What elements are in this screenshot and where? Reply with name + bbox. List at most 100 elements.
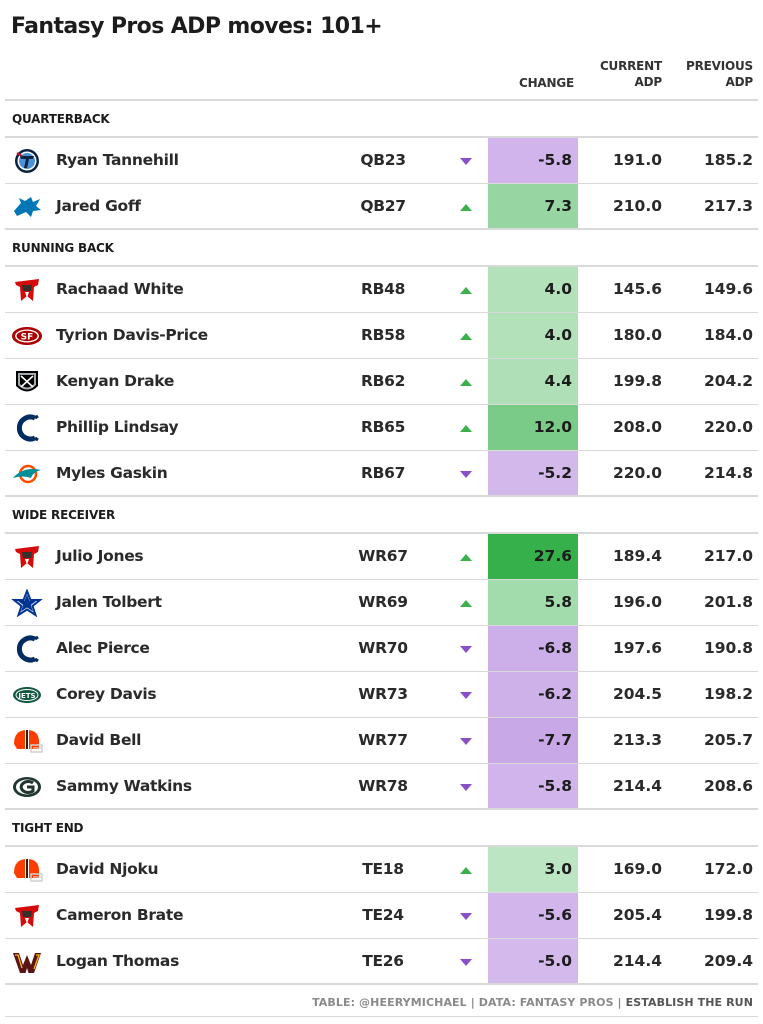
previous-adp: 201.8 — [703, 593, 753, 611]
svg-text:JETS: JETS — [17, 692, 35, 700]
change-value: 27.6 — [533, 547, 572, 565]
packers-logo-icon — [13, 777, 41, 797]
buccaneers-logo-icon — [15, 546, 39, 568]
player-position: WR67 — [358, 547, 408, 565]
table-row: -6.2 JETS Corey Davis WR73 204.5 198.2 — [5, 672, 758, 718]
change-cell: 12.0 — [488, 405, 578, 450]
player-position: TE18 — [362, 860, 404, 878]
header-current-adp: CURRENT ADP — [582, 58, 662, 90]
arrow-down-icon — [460, 784, 472, 791]
change-cell: 5.8 — [488, 580, 578, 625]
current-adp: 210.0 — [612, 197, 662, 215]
arrow-up-icon — [460, 287, 472, 294]
section-label: RUNNING BACK — [12, 241, 114, 255]
table-row: 7.3 Jared Goff QB27 210.0 217.3 — [5, 184, 758, 230]
section-label: TIGHT END — [12, 821, 84, 835]
current-adp: 204.5 — [612, 685, 662, 703]
previous-adp: 217.3 — [703, 197, 753, 215]
change-value: -5.8 — [538, 777, 572, 795]
current-adp: 214.4 — [612, 952, 662, 970]
adp-table: QUARTERBACK -5.8 Ryan Tannehill QB23 191.0 18… — [5, 101, 758, 985]
player-name: Phillip Lindsay — [56, 418, 179, 436]
arrow-up-icon — [460, 204, 472, 211]
change-value: -7.7 — [538, 731, 572, 749]
arrow-down-icon — [460, 646, 472, 653]
table-row: 5.8 Jalen Tolbert WR69 196.0 201.8 — [5, 580, 758, 626]
section-header: WIDE RECEIVER — [5, 497, 758, 534]
current-adp: 145.6 — [612, 280, 662, 298]
previous-adp: 220.0 — [703, 418, 753, 436]
arrow-down-icon — [460, 913, 472, 920]
player-position: RB62 — [360, 372, 406, 390]
arrow-down-icon — [460, 959, 472, 966]
player-name: Kenyan Drake — [56, 372, 175, 390]
current-adp: 199.8 — [612, 372, 662, 390]
previous-adp: 185.2 — [703, 151, 753, 169]
current-adp: 189.4 — [612, 547, 662, 565]
player-name: Ryan Tannehill — [56, 151, 179, 169]
svg-text:SF: SF — [21, 333, 34, 343]
buccaneers-logo-icon — [15, 905, 39, 927]
change-cell: -5.8 — [488, 138, 578, 183]
colts-logo-icon — [16, 635, 39, 663]
footer-credit-text: TABLE: @HEERYMICHAEL | DATA: FANTASY PRO… — [312, 996, 626, 1009]
player-position: WR69 — [358, 593, 408, 611]
change-cell: 4.4 — [488, 359, 578, 404]
buccaneers-logo-icon — [15, 279, 39, 301]
lions-logo-icon — [14, 197, 41, 217]
previous-adp: 205.7 — [703, 731, 753, 749]
previous-adp: 190.8 — [703, 639, 753, 657]
change-value: -5.2 — [538, 464, 572, 482]
arrow-up-icon — [460, 425, 472, 432]
header-divider — [5, 99, 758, 101]
table-row: 4.0 Rachaad White RB48 145.6 149.6 — [5, 267, 758, 313]
change-cell: -5.8 — [488, 764, 578, 808]
change-value: 7.3 — [544, 197, 572, 215]
page-title: Fantasy Pros ADP moves: 101+ — [11, 14, 383, 39]
table-row: 12.0 Phillip Lindsay RB65 208.0 220.0 — [5, 405, 758, 451]
player-position: RB67 — [360, 464, 406, 482]
section-header: RUNNING BACK — [5, 230, 758, 267]
change-value: 4.0 — [544, 280, 572, 298]
previous-adp: 214.8 — [703, 464, 753, 482]
current-adp: 213.3 — [612, 731, 662, 749]
change-cell: -6.2 — [488, 672, 578, 717]
browns-logo-icon — [14, 730, 43, 753]
raiders-logo-icon — [16, 371, 38, 392]
table-row: 3.0 David Njoku TE18 169.0 172.0 — [5, 847, 758, 893]
header-previous-adp: PREVIOUS ADP — [668, 58, 753, 90]
cowboys-logo-icon — [11, 589, 43, 617]
player-position: RB48 — [360, 280, 406, 298]
player-name: Jalen Tolbert — [56, 593, 162, 611]
arrow-up-icon — [460, 379, 472, 386]
change-value: 3.0 — [544, 860, 572, 878]
table-row: 4.4 Kenyan Drake RB62 199.8 204.2 — [5, 359, 758, 405]
header-previous-line2: ADP — [725, 75, 754, 89]
table-row: -5.0 Logan Thomas TE26 214.4 209.4 — [5, 939, 758, 985]
section-header: QUARTERBACK — [5, 101, 758, 138]
header-current-line1: CURRENT — [599, 59, 662, 73]
current-adp: 191.0 — [612, 151, 662, 169]
player-position: RB65 — [360, 418, 406, 436]
change-cell: -5.2 — [488, 451, 578, 495]
change-cell: 4.0 — [488, 267, 578, 312]
table-row: -6.8 Alec Pierce WR70 197.6 190.8 — [5, 626, 758, 672]
change-cell: 3.0 — [488, 847, 578, 892]
jets-logo-icon: JETS — [13, 687, 41, 703]
table-row: -7.7 David Bell WR77 213.3 205.7 — [5, 718, 758, 764]
browns-logo-icon — [14, 859, 43, 882]
player-name: Rachaad White — [56, 280, 184, 298]
player-position: WR78 — [358, 777, 408, 795]
current-adp: 169.0 — [612, 860, 662, 878]
arrow-down-icon — [460, 692, 472, 699]
current-adp: 220.0 — [612, 464, 662, 482]
header-current-line2: ADP — [634, 75, 663, 89]
arrow-up-icon — [460, 333, 472, 340]
arrow-up-icon — [460, 600, 472, 607]
section-label: WIDE RECEIVER — [12, 508, 116, 522]
footer-brand: ESTABLISH THE RUN — [625, 996, 753, 1009]
previous-adp: 198.2 — [703, 685, 753, 703]
player-position: WR73 — [358, 685, 408, 703]
section-header: TIGHT END — [5, 810, 758, 847]
player-name: Corey Davis — [56, 685, 157, 703]
